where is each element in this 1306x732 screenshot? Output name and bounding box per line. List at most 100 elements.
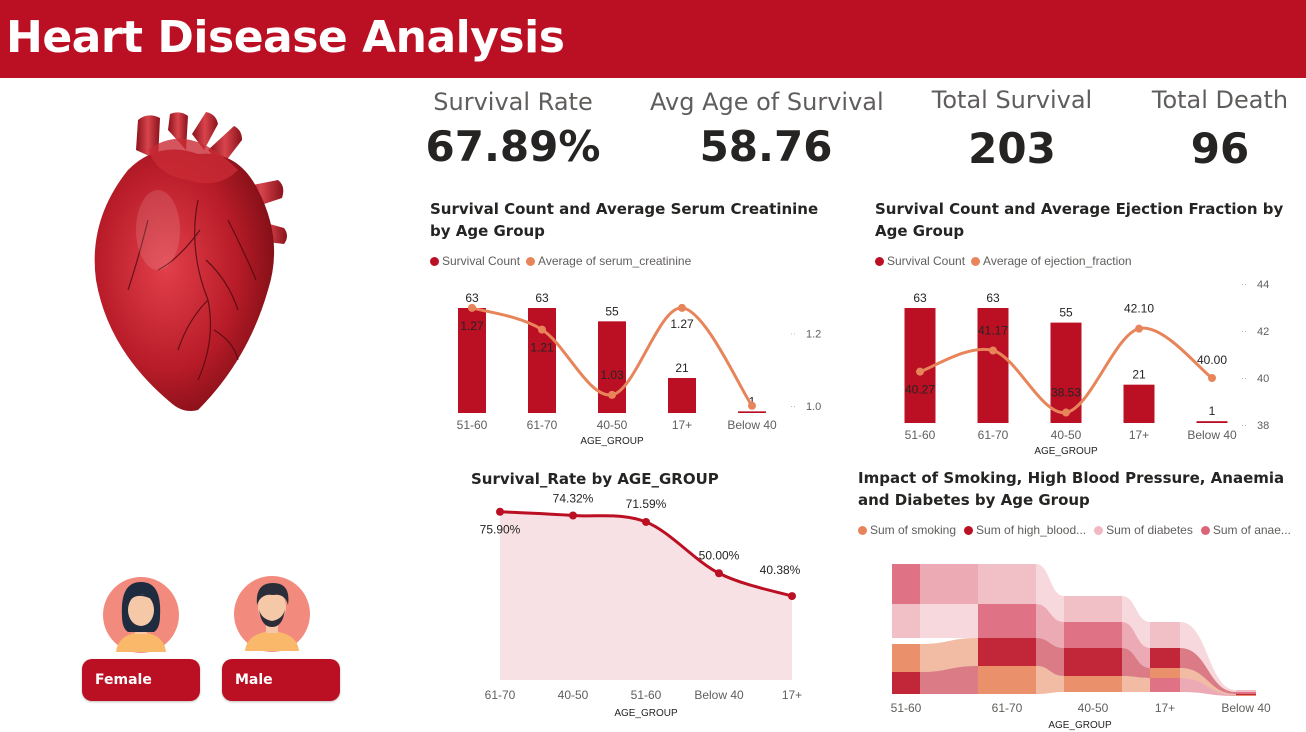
ribbon-connector [1180, 678, 1236, 696]
legend-item[interactable]: Average of ejection_fraction [971, 254, 1132, 268]
line-point [538, 325, 546, 334]
x-tick-label: Below 40 [1221, 701, 1271, 715]
x-tick-label: 40-50 [597, 418, 628, 432]
legend-dot-icon [430, 256, 439, 266]
line-point [1062, 408, 1070, 417]
line-point [569, 511, 577, 520]
page-title: Heart Disease Analysis [6, 12, 565, 63]
bar [977, 308, 1009, 423]
line-data-label: 1.03 [600, 368, 624, 382]
y2-tick-dots: ·· [1241, 420, 1247, 430]
ribbon-connector [1180, 622, 1236, 692]
legend-risk-factors: Sum of smoking Sum of high_blood... Sum … [858, 523, 1291, 537]
bar-data-label: 63 [535, 291, 549, 305]
kpi-value: 96 [1190, 124, 1250, 173]
kpi-label: Total Survival [931, 86, 1093, 114]
y2-tick-dots: ·· [790, 401, 796, 411]
legend-item[interactable]: Survival Count [875, 254, 965, 268]
bar [458, 308, 486, 413]
line-point [989, 346, 997, 355]
legend-label: Sum of anae... [1212, 523, 1291, 537]
female-button[interactable]: Female [82, 659, 200, 701]
data-label: 71.59% [626, 497, 667, 511]
ribbon-segment [1150, 648, 1180, 668]
ribbon-connector [920, 638, 978, 672]
kpi-label: Survival Rate [433, 88, 593, 116]
x-tick-label: Below 40 [694, 688, 744, 702]
bar [668, 378, 696, 413]
ribbon-segment [1064, 676, 1122, 692]
legend-dot-icon [971, 256, 981, 266]
legend-item[interactable]: Average of serum_creatinine [526, 254, 691, 268]
ribbon-segment [978, 604, 1036, 638]
bar-data-label: 21 [1132, 368, 1146, 382]
legend-label: Sum of diabetes [1106, 523, 1193, 537]
x-axis-title: AGE_GROUP [1048, 720, 1112, 731]
ribbon-segment [978, 564, 1036, 604]
legend-label: Survival Count [887, 254, 966, 268]
line-data-label: 41.17 [978, 324, 1008, 338]
line-data-label: 1.21 [530, 341, 554, 355]
legend-item[interactable]: Sum of anae... [1200, 523, 1291, 537]
chart-title-ejection: Survival Count and Average Ejection Frac… [875, 200, 1284, 240]
line-data-label: 40.00 [1197, 353, 1227, 367]
ribbon-segment [892, 644, 920, 672]
bar-data-label: 55 [1059, 306, 1073, 320]
y2-tick-label: 40 [1257, 373, 1269, 385]
legend-label: Average of serum_creatinine [538, 254, 692, 268]
legend-label: Sum of smoking [870, 523, 957, 537]
ribbon-segment [1064, 622, 1122, 648]
ribbon-connector [1180, 648, 1236, 694]
ribbon-connector [920, 604, 978, 638]
legend-item[interactable]: Survival Count [430, 254, 520, 268]
kpi-value: 58.76 [699, 122, 833, 171]
line-data-label: 42.10 [1124, 302, 1154, 316]
line-point [642, 517, 650, 526]
ribbon-segment [1064, 648, 1122, 676]
x-tick-label: 40-50 [1051, 428, 1082, 442]
legend-item[interactable]: Sum of smoking [858, 523, 956, 537]
legend-dot-icon [964, 525, 974, 535]
line-data-label: 40.27 [905, 383, 935, 397]
ribbon-segment [978, 638, 1036, 666]
line-point [496, 507, 504, 516]
ribbon-connector [920, 666, 978, 694]
x-tick-label: 61-70 [978, 428, 1009, 442]
bar [1196, 421, 1228, 423]
legend-label: Average of ejection_fraction [983, 254, 1132, 268]
x-tick-label: 17+ [782, 688, 802, 702]
data-label: 74.32% [553, 492, 594, 505]
x-axis-title: AGE_GROUP [614, 708, 678, 719]
kpi-survival-rate: Survival Rate 67.89% [420, 88, 606, 171]
line-data-label: 38.53 [1051, 386, 1081, 400]
bar-data-label: 63 [986, 291, 1000, 305]
legend-item[interactable]: Sum of diabetes [1094, 523, 1193, 537]
legend-label: Survival Count [442, 254, 521, 268]
x-tick-label: 40-50 [558, 688, 589, 702]
line-point [916, 367, 924, 376]
y2-tick-dots: ·· [790, 328, 796, 338]
heart-illustration [94, 112, 287, 411]
kpi-value: 203 [968, 124, 1056, 173]
data-label: 50.00% [699, 548, 740, 562]
x-tick-label: 51-60 [631, 688, 662, 702]
ribbon-connector [1036, 666, 1064, 694]
bar-data-label: 63 [465, 291, 479, 305]
line-point [715, 569, 723, 578]
ribbon-segment [1150, 622, 1180, 648]
line-point [788, 592, 796, 601]
ribbon-segment [892, 564, 920, 604]
y2-tick-label: 44 [1257, 279, 1269, 291]
male-avatar-icon [234, 576, 310, 652]
ribbon-segment [1064, 596, 1122, 622]
ribbon-connector [1036, 604, 1064, 648]
y2-tick-dots: ·· [1241, 373, 1247, 383]
kpi-label: Avg Age of Survival [650, 88, 884, 116]
ribbon-connector [1036, 638, 1064, 676]
legend-item[interactable]: Sum of high_blood... [964, 523, 1086, 537]
line-point [1208, 374, 1216, 382]
ribbon-segment [892, 672, 920, 694]
bar-data-label: 21 [675, 361, 689, 375]
legend-creatinine: Survival Count Average of serum_creatini… [430, 254, 691, 268]
male-button[interactable]: Male [222, 659, 340, 701]
